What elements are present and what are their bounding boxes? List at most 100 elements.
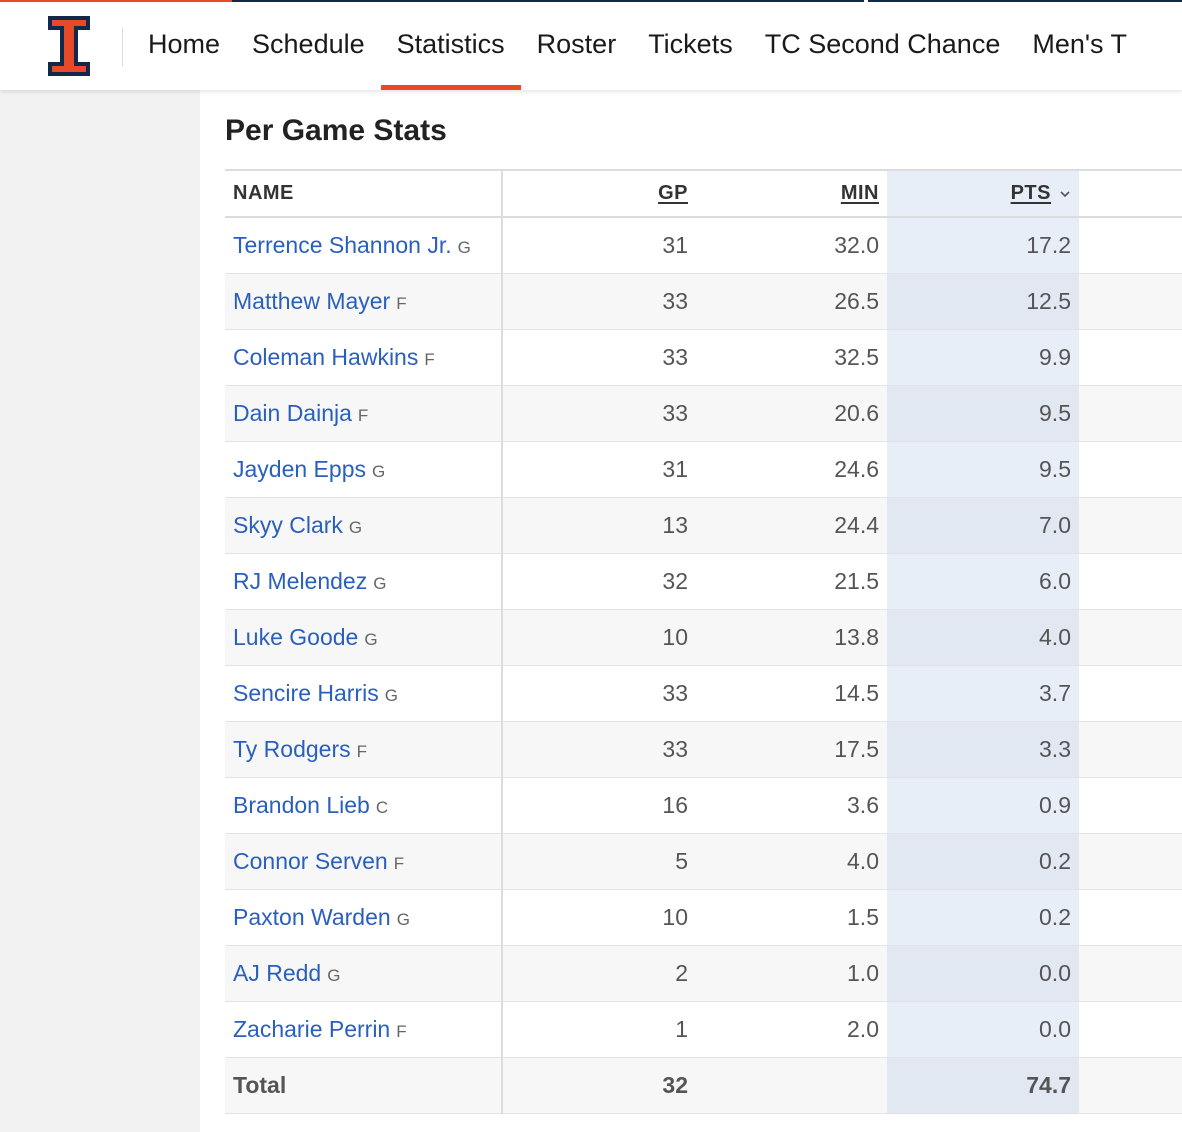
cell-pts: 0.2 <box>887 833 1079 890</box>
total-pts: 74.7 <box>887 1057 1079 1114</box>
player-link[interactable]: Matthew Mayer <box>233 287 391 314</box>
nav-item-mens-teams[interactable]: Men's T <box>1032 28 1128 59</box>
cell-min: 20.6 <box>696 385 887 442</box>
cell-overflow <box>1079 497 1182 554</box>
player-cell: Ty Rodgers F <box>225 721 503 778</box>
table-total-row: Total 32 74.7 <box>225 1057 1182 1114</box>
column-header-min[interactable]: MIN <box>696 169 887 218</box>
total-gp: 32 <box>502 1057 696 1114</box>
column-header-gp-label[interactable]: GP <box>658 182 688 204</box>
nav-item-roster[interactable]: Roster <box>536 28 617 59</box>
top-accent-bar <box>232 0 864 2</box>
player-link[interactable]: Sencire Harris <box>233 679 379 706</box>
player-cell: RJ Melendez G <box>225 553 503 610</box>
cell-min: 1.0 <box>696 945 887 1002</box>
player-position: F <box>393 853 405 873</box>
table-row: Sencire Harris G 33 14.5 3.7 <box>225 665 1182 722</box>
cell-overflow <box>1079 833 1182 890</box>
player-link[interactable]: Luke Goode <box>233 623 359 650</box>
cell-min: 3.6 <box>696 777 887 834</box>
player-position: C <box>375 797 389 817</box>
nav-item-statistics[interactable]: Statistics <box>380 0 521 90</box>
player-link[interactable]: Skyy Clark <box>233 511 343 538</box>
player-link[interactable]: Zacharie Perrin <box>233 1015 391 1042</box>
player-position: F <box>357 405 369 425</box>
player-position: G <box>457 237 471 257</box>
player-link[interactable]: Brandon Lieb <box>233 791 370 818</box>
player-position: G <box>373 573 387 593</box>
player-link[interactable]: Jayden Epps <box>233 455 366 482</box>
nav-item-schedule[interactable]: Schedule <box>252 28 365 59</box>
column-header-name: NAME <box>225 169 503 218</box>
table-row: Zacharie Perrin F 1 2.0 0.0 <box>225 1001 1182 1058</box>
player-link[interactable]: Dain Dainja <box>233 399 352 426</box>
player-cell: Dain Dainja F <box>225 385 503 442</box>
chevron-down-icon <box>1060 191 1070 197</box>
cell-gp: 5 <box>502 833 696 890</box>
player-position: G <box>384 685 398 705</box>
total-min <box>696 1057 887 1114</box>
player-link[interactable]: Ty Rodgers <box>233 735 351 762</box>
nav-item-home[interactable]: Home <box>148 28 221 59</box>
total-label: Total <box>225 1057 503 1114</box>
cell-pts: 6.0 <box>887 553 1079 610</box>
cell-overflow <box>1079 385 1182 442</box>
player-cell: Zacharie Perrin F <box>225 1001 503 1058</box>
table-row: RJ Melendez G 32 21.5 6.0 <box>225 553 1182 610</box>
cell-gp: 33 <box>502 721 696 778</box>
illinois-block-i-logo[interactable] <box>46 14 92 78</box>
cell-min: 13.8 <box>696 609 887 666</box>
table-row: Ty Rodgers F 33 17.5 3.3 <box>225 721 1182 778</box>
player-link[interactable]: RJ Melendez <box>233 567 368 594</box>
player-cell: Matthew Mayer F <box>225 273 503 330</box>
cell-pts: 3.7 <box>887 665 1079 722</box>
cell-pts: 7.0 <box>887 497 1079 554</box>
table-row: Coleman Hawkins F 33 32.5 9.9 <box>225 329 1182 386</box>
column-header-overflow <box>1079 169 1182 218</box>
cell-min: 2.0 <box>696 1001 887 1058</box>
table-row: Skyy Clark G 13 24.4 7.0 <box>225 497 1182 554</box>
cell-pts: 9.9 <box>887 329 1079 386</box>
cell-min: 1.5 <box>696 889 887 946</box>
cell-pts: 12.5 <box>887 273 1079 330</box>
player-link[interactable]: Coleman Hawkins <box>233 343 419 370</box>
nav-item-tickets[interactable]: Tickets <box>648 28 733 59</box>
cell-min: 21.5 <box>696 553 887 610</box>
cell-gp: 1 <box>502 1001 696 1058</box>
player-cell: Skyy Clark G <box>225 497 503 554</box>
cell-gp: 10 <box>502 609 696 666</box>
cell-min: 4.0 <box>696 833 887 890</box>
cell-overflow <box>1079 1001 1182 1058</box>
cell-gp: 32 <box>502 553 696 610</box>
player-link[interactable]: Connor Serven <box>233 847 388 874</box>
cell-pts: 17.2 <box>887 217 1079 274</box>
player-position: G <box>348 517 363 537</box>
table-row: AJ Redd G 2 1.0 0.0 <box>225 945 1182 1002</box>
cell-min: 32.0 <box>696 217 887 274</box>
column-header-min-label[interactable]: MIN <box>840 182 879 204</box>
main-content: Per Game Stats NAME GP MIN PTS Terrence … <box>200 90 1182 1132</box>
column-header-pts-label[interactable]: PTS <box>1010 182 1051 204</box>
player-position: F <box>356 741 367 761</box>
player-link[interactable]: Paxton Warden <box>233 903 391 930</box>
player-link[interactable]: AJ Redd <box>233 959 322 986</box>
nav-item-tc-second-chance[interactable]: TC Second Chance <box>764 28 1001 59</box>
cell-pts: 9.5 <box>887 441 1079 498</box>
player-link[interactable]: Terrence Shannon Jr. <box>233 231 452 258</box>
column-header-gp[interactable]: GP <box>502 169 696 218</box>
cell-overflow <box>1079 553 1182 610</box>
cell-min: 17.5 <box>696 721 887 778</box>
cell-pts: 0.0 <box>887 1001 1079 1058</box>
cell-overflow <box>1079 665 1182 722</box>
cell-min: 24.4 <box>696 497 887 554</box>
cell-overflow <box>1079 217 1182 274</box>
cell-pts: 0.0 <box>887 945 1079 1002</box>
per-game-stats-table: NAME GP MIN PTS Terrence Shannon Jr. G 31… <box>225 169 1182 1114</box>
player-cell: Jayden Epps G <box>225 441 503 498</box>
cell-gp: 31 <box>502 217 696 274</box>
column-header-pts[interactable]: PTS <box>887 169 1079 218</box>
player-cell: Paxton Warden G <box>225 889 503 946</box>
player-cell: Sencire Harris G <box>225 665 503 722</box>
top-accent-bar <box>868 0 1182 2</box>
player-position: F <box>396 293 407 313</box>
